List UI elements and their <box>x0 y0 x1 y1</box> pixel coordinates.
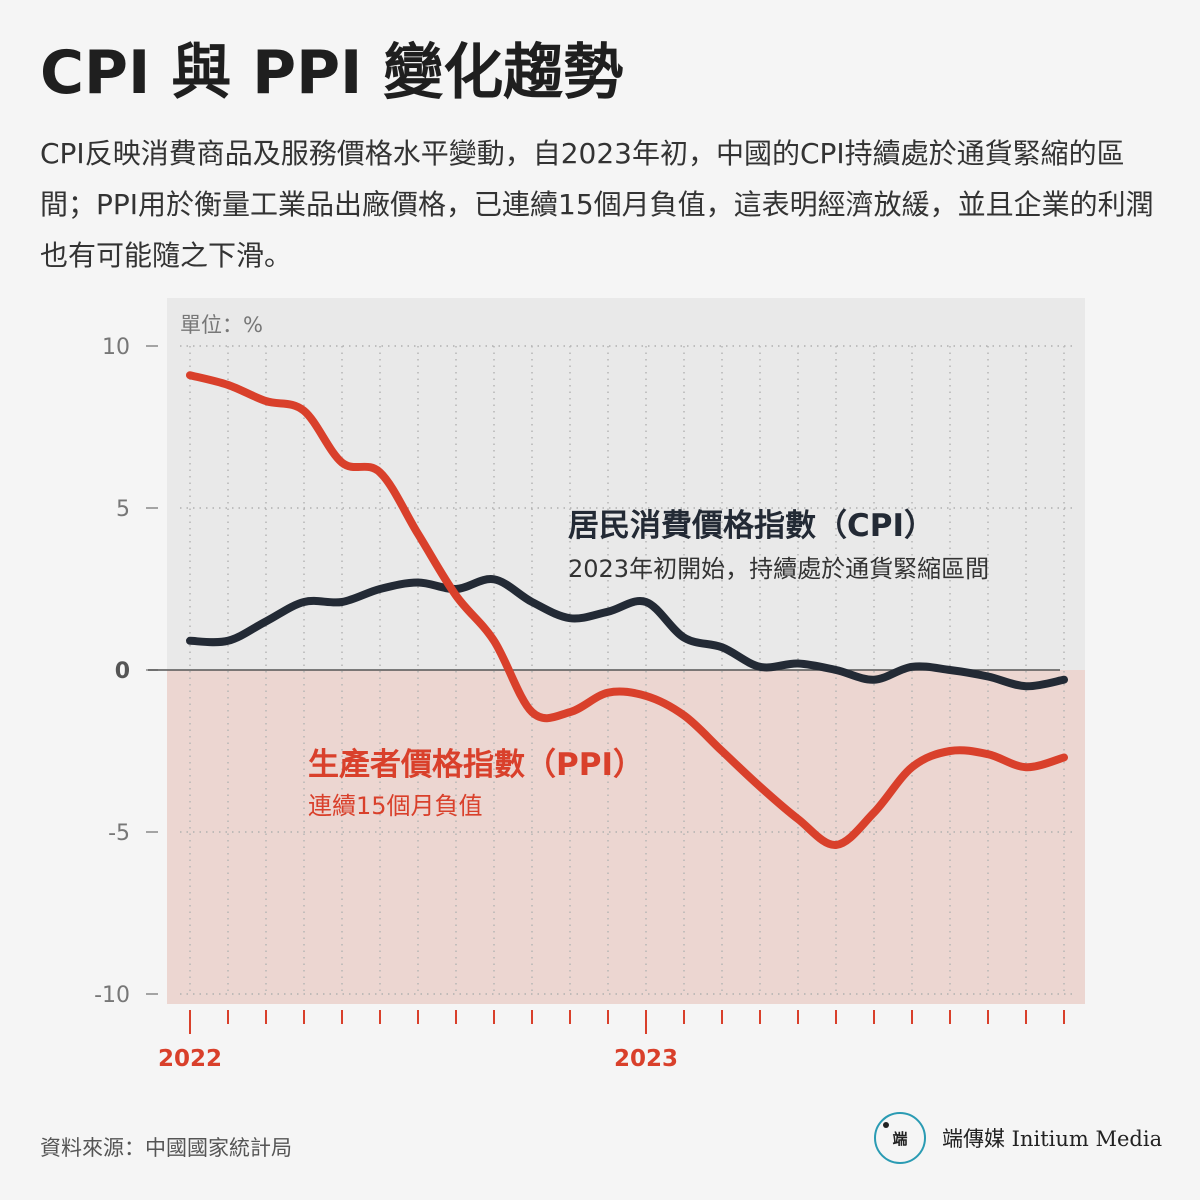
line-chart: 單位：% 10 5 0 -5 -10 2022 2023 居民消費價格指數（CPI） 2023年初… <box>94 298 1085 1072</box>
x-tick-label: 2023 <box>614 1046 678 1072</box>
y-tick-label: 5 <box>116 497 130 522</box>
source-note: 資料來源：中國國家統計局 <box>40 1136 292 1160</box>
page-description: CPI反映消費商品及服務價格水平變動，自2023年初，中國的CPI持續處於通貨緊… <box>40 137 1154 272</box>
cpi-annotation: 2023年初開始，持續處於通貨緊縮區間 <box>568 555 989 583</box>
ppi-series-label: 生產者價格指數（PPI） <box>308 747 644 783</box>
brand-logo-icon: 端 <box>874 1112 926 1164</box>
y-tick-label: 0 <box>115 659 130 684</box>
ppi-annotation: 連續15個月負值 <box>308 792 483 820</box>
y-tick-label: 10 <box>102 335 130 360</box>
page-title: CPI 與 PPI 變化趨勢 <box>40 38 624 108</box>
y-tick-label: -10 <box>94 983 130 1008</box>
negative-band <box>167 670 1085 1004</box>
brand-logo-dot <box>883 1122 889 1128</box>
brand: 端 端傳媒 Initium Media <box>874 1112 1162 1164</box>
y-tick-label: -5 <box>108 821 130 846</box>
brand-name: 端傳媒 Initium Media <box>942 1127 1163 1151</box>
ppi-series-line <box>186 371 1068 849</box>
brand-logo-mark: 端 <box>892 1129 908 1148</box>
unit-label: 單位：% <box>180 313 263 337</box>
cpi-series-line <box>186 575 1068 691</box>
cpi-series-label: 居民消費價格指數（CPI） <box>568 508 935 544</box>
x-tick-label: 2022 <box>158 1046 222 1072</box>
